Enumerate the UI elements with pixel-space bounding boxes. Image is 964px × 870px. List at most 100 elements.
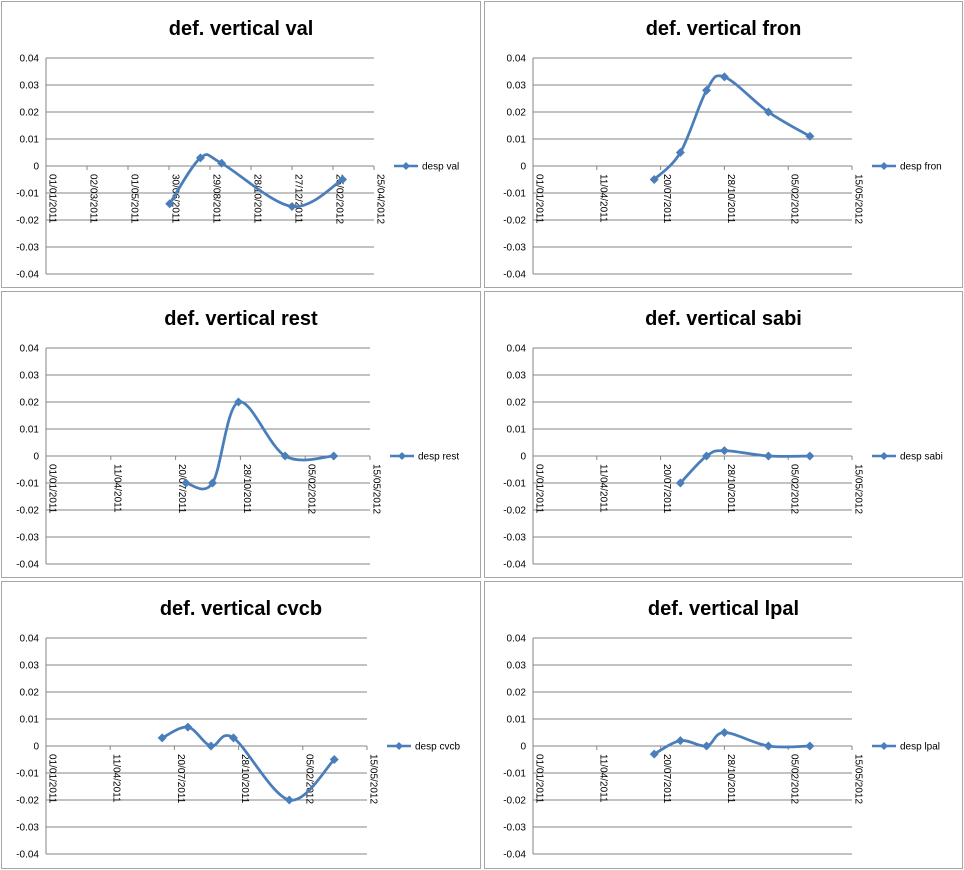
x-tick-label: 29/08/2011 [211, 174, 222, 224]
y-tick-label: 0 [520, 452, 526, 463]
x-tick-label: 20/07/2011 [661, 174, 672, 224]
y-tick-label: 0.03 [20, 661, 40, 672]
y-tick-label: 0.02 [507, 398, 527, 409]
data-point [805, 451, 815, 461]
data-point [702, 85, 712, 95]
legend-marker [880, 742, 888, 750]
x-tick-label: 05/02/2012 [789, 174, 800, 224]
data-point [181, 478, 191, 488]
y-tick-label: 0.04 [20, 54, 40, 65]
x-tick-label: 05/02/2012 [303, 754, 314, 804]
legend-label: desp rest [418, 452, 459, 463]
y-tick-label: -0.02 [503, 796, 526, 807]
data-point [157, 733, 167, 743]
data-point [206, 741, 216, 751]
x-tick-label: 05/02/2012 [306, 464, 317, 514]
series-line [652, 731, 812, 756]
y-tick-label: 0.02 [20, 398, 40, 409]
line-chart: def. vertical rest 0.04 0.03 0.02 0.01 0 -0.01… [16, 308, 459, 571]
y-tick-label: 0.04 [20, 344, 40, 355]
legend-marker [880, 162, 888, 170]
legend-label: desp lpal [900, 742, 940, 753]
x-tick-label: 15/05/2012 [368, 754, 379, 804]
legend-marker [395, 742, 403, 750]
y-tick-label: -0.04 [16, 850, 39, 861]
x-tick-label: 01/01/2011 [534, 754, 545, 804]
data-point [233, 397, 243, 407]
y-tick-label: -0.01 [503, 769, 526, 780]
data-point [702, 451, 712, 461]
x-tick-label: 28/10/2011 [725, 754, 736, 804]
y-tick-label: -0.03 [503, 243, 526, 254]
data-point [217, 158, 227, 168]
y-tick-label: -0.01 [16, 769, 39, 780]
data-point [183, 722, 193, 732]
x-tick-label: 01/01/2011 [47, 464, 58, 514]
chart-panel: def. vertical rest 0.04 0.03 0.02 0.01 0 -0.01… [1, 291, 481, 578]
data-point [287, 202, 297, 211]
y-tick-label: -0.04 [16, 270, 39, 281]
x-tick-label: 15/05/2012 [371, 464, 382, 514]
x-tick-label: 25/02/2012 [334, 174, 345, 224]
y-tick-label: 0.04 [507, 54, 527, 65]
chart-title: def. vertical val [169, 18, 314, 40]
legend-marker [402, 162, 410, 170]
data-point [208, 478, 218, 488]
chart-panel: def. vertical fron 0.04 0.03 0.02 0.01 0 -0.01… [484, 1, 963, 288]
legend-marker [398, 452, 406, 460]
y-tick-label: 0.04 [20, 634, 40, 645]
data-point [763, 451, 773, 461]
y-tick-label: -0.03 [16, 823, 39, 834]
y-tick-label: 0.03 [20, 371, 40, 382]
y-tick-label: 0.03 [20, 81, 40, 92]
data-point [675, 148, 685, 157]
chart-title: def. vertical sabi [645, 308, 802, 330]
x-tick-label: 11/04/2011 [597, 174, 608, 223]
data-point [195, 153, 205, 163]
y-tick-label: -0.02 [16, 506, 39, 517]
legend-marker [880, 452, 888, 460]
data-point [338, 175, 348, 184]
chart-panel: def. vertical sabi 0.04 0.03 0.02 0.01 0 -0.01… [484, 291, 963, 578]
x-tick-label: 20/07/2011 [176, 464, 187, 514]
y-tick-label: 0.01 [20, 715, 40, 726]
y-tick-label: -0.04 [503, 270, 526, 281]
x-tick-label: 30/06/2011 [170, 174, 181, 224]
chart-title: def. vertical lpal [648, 598, 799, 620]
y-tick-label: -0.03 [16, 533, 39, 544]
legend-label: desp sabi [900, 452, 943, 463]
y-tick-label: -0.01 [16, 479, 39, 490]
y-tick-label: 0.03 [507, 371, 527, 382]
y-tick-label: 0 [520, 742, 526, 753]
y-tick-label: 0 [33, 452, 39, 463]
y-tick-label: 0.01 [507, 135, 527, 146]
chart-panel: def. vertical cvcb 0.04 0.03 0.02 0.01 0 -0.01… [1, 581, 481, 869]
y-tick-label: 0 [520, 162, 526, 173]
x-tick-label: 11/04/2011 [597, 464, 608, 513]
x-tick-label: 28/10/2011 [252, 174, 263, 224]
y-tick-label: -0.02 [16, 216, 39, 227]
y-tick-label: -0.02 [503, 216, 526, 227]
data-point [329, 755, 339, 764]
x-tick-label: 11/04/2011 [111, 464, 122, 513]
y-tick-label: -0.02 [503, 506, 526, 517]
x-tick-label: 20/07/2011 [175, 754, 186, 804]
series-line [652, 74, 812, 181]
chart-panel: def. vertical val 0.04 0.03 0.02 0.01 0 -0.01 -… [1, 1, 481, 288]
chart-title: def. vertical fron [646, 18, 802, 40]
y-tick-label: 0.03 [507, 661, 527, 672]
x-tick-label: 28/10/2011 [725, 464, 736, 514]
data-point [284, 795, 294, 805]
y-tick-label: -0.01 [503, 189, 526, 200]
line-chart: def. vertical sabi 0.04 0.03 0.02 0.01 0 -0.01… [503, 308, 943, 571]
x-tick-label: 20/07/2011 [661, 754, 672, 804]
data-point [719, 446, 729, 456]
y-tick-label: -0.03 [16, 243, 39, 254]
x-tick-label: 28/10/2011 [241, 464, 252, 514]
data-point [649, 175, 659, 184]
y-tick-label: 0.04 [507, 344, 527, 355]
y-tick-label: -0.02 [16, 796, 39, 807]
x-tick-label: 11/04/2011 [111, 754, 122, 803]
y-tick-label: -0.03 [503, 823, 526, 834]
